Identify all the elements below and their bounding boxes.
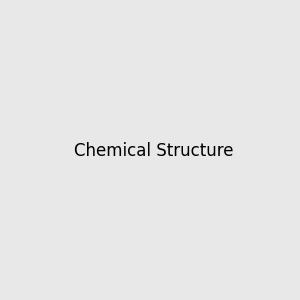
Text: Chemical Structure: Chemical Structure bbox=[74, 142, 233, 160]
